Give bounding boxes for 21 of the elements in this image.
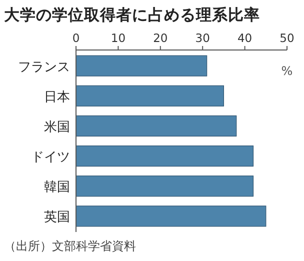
y-tick-label: フランス — [18, 60, 70, 75]
bar — [76, 85, 224, 106]
bar — [76, 146, 254, 167]
text: （出所）文部科学省資料 — [4, 239, 136, 253]
x-tick-label: 20 — [153, 31, 168, 45]
y-tick-label: ドイツ — [31, 150, 70, 166]
y-tick-label: 韓国 — [44, 180, 70, 196]
bar — [76, 176, 254, 197]
y-tick-label: 英国 — [44, 210, 70, 226]
x-tick-label: 0 — [72, 31, 80, 45]
x-tick-label: 40 — [237, 31, 252, 45]
x-tick-label: 10 — [110, 31, 126, 45]
bar — [76, 55, 208, 76]
bar — [76, 115, 237, 136]
y-tick-label: 日本 — [44, 90, 70, 105]
x-tick-label: 50 — [280, 31, 294, 45]
y-tick-label: 米国 — [44, 120, 70, 135]
x-tick-label: 30 — [195, 31, 210, 45]
x-axis-title: % — [281, 64, 293, 78]
chart-title: 大学の学位取得者に占める理系比率 — [4, 6, 260, 24]
bar — [76, 206, 266, 227]
